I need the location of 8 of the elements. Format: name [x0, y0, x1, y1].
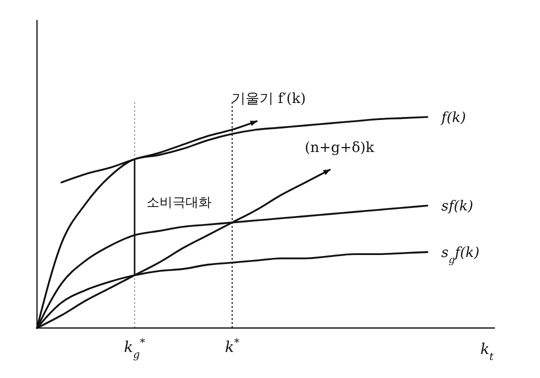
x-axis-title: k$_{t}$: [480, 340, 494, 363]
series-label: (n+g+δ)k: [304, 140, 375, 156]
series-label: s$_{g}$f(k): [441, 245, 480, 266]
series-label: 기울기 f′(k): [232, 91, 306, 108]
series-label: sf(k): [441, 198, 474, 215]
x-tick-label: k$^{*}$: [225, 337, 240, 356]
series-label: f(k): [440, 110, 466, 126]
annotation: 소비극대화: [146, 195, 212, 210]
